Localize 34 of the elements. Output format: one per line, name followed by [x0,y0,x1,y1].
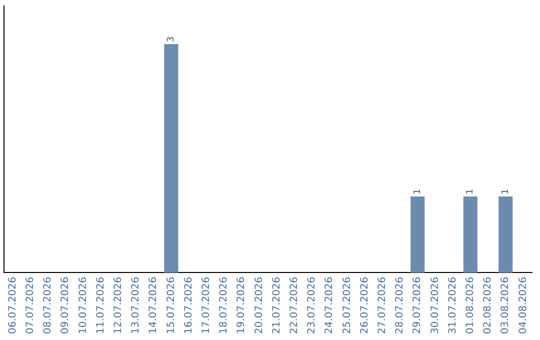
x-tick-label: 22.07.2026 [288,276,300,334]
x-tick-label: 14.07.2026 [148,276,160,334]
x-tick-label: 02.08.2026 [482,276,494,334]
data-label: 1 [412,188,423,195]
x-tick-label: 13.07.2026 [130,276,142,334]
data-label: 1 [466,188,476,195]
x-tick-label: 11.07.2026 [95,276,106,334]
x-tick-label: 04.08.2026 [518,276,529,334]
x-tick-label: 28.07.2026 [394,276,406,334]
x-tick-label: 18.07.2026 [218,276,230,334]
x-tick-label: 30.07.2026 [430,276,441,334]
x-tick-label: 24.07.2026 [324,276,336,334]
x-tick-label: 19.07.2026 [236,276,248,334]
x-tick-label: 21.07.2026 [271,276,282,334]
x-tick-label: 06.07.2026 [7,276,18,334]
x-tick-label: 25.07.2026 [342,276,353,334]
x-tick-label: 29.07.2026 [412,276,424,334]
x-tick-label: 23.07.2026 [306,276,318,334]
x-tick-label: 20.07.2026 [254,276,265,334]
x-tick-label: 31.07.2026 [447,276,458,334]
data-label: 3 [166,36,177,42]
x-tick-label: 16.07.2026 [183,276,194,334]
x-tick-label: 09.07.2026 [60,276,72,334]
x-tick-label: 10.07.2026 [78,276,89,334]
x-tick-label: 27.07.2026 [376,276,388,334]
x-tick-label: 01.08.2026 [464,276,476,334]
data-label: 1 [500,188,511,195]
x-tick-label: 26.07.2026 [359,276,370,334]
x-tick-label: 15.07.2026 [166,276,177,334]
x-tick-label: 17.07.2026 [200,276,212,334]
x-tick-label: 12.07.2026 [112,276,124,334]
x-tick-label: 08.07.2026 [42,276,54,334]
x-tick-label: 07.07.2026 [24,276,36,334]
x-tick-label: 03.08.2026 [500,276,512,334]
